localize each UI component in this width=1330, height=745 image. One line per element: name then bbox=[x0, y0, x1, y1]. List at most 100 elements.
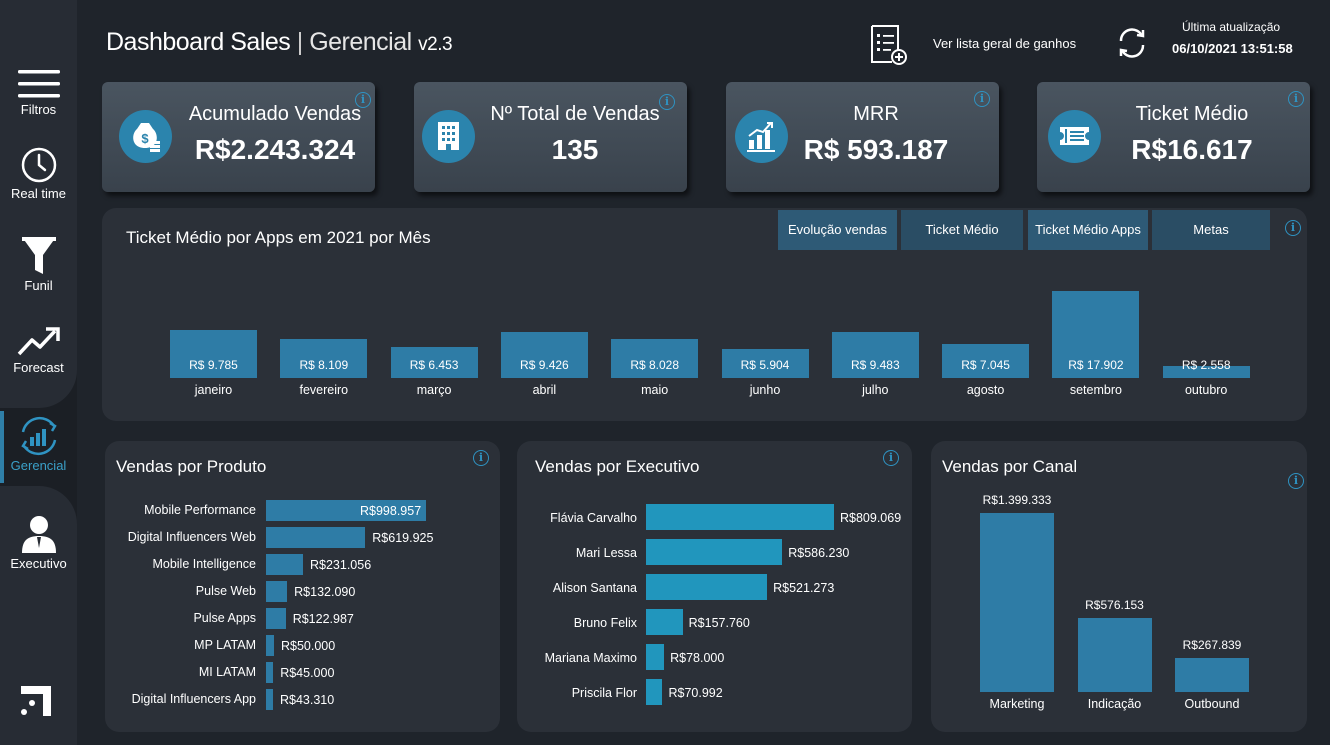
executivo-chart-title: Vendas por Executivo bbox=[535, 457, 700, 476]
active-indicator bbox=[0, 411, 4, 483]
bar-abril bbox=[500, 332, 588, 378]
kpi-value: 135 bbox=[551, 134, 599, 165]
list-add-icon[interactable] bbox=[868, 24, 908, 66]
title-main: Dashboard Sales bbox=[106, 28, 291, 56]
brand-logo-icon bbox=[21, 686, 51, 716]
bar-MP LATAM bbox=[266, 635, 274, 656]
monthly-chart-title: Ticket Médio por Apps em 2021 por Mês bbox=[126, 228, 431, 247]
info-icon[interactable]: i bbox=[355, 92, 371, 108]
kpi-label: Nº Total de Vendas bbox=[490, 103, 660, 125]
businessman-icon bbox=[21, 516, 56, 553]
bar-outubro bbox=[1162, 365, 1250, 378]
bar-value-label: R$ 7.045 bbox=[961, 358, 1010, 372]
growth-chart-icon bbox=[735, 110, 788, 163]
category-label: Priscila Flor bbox=[571, 686, 637, 700]
vendas-produto-panel bbox=[105, 441, 500, 732]
category-label: Pulse Web bbox=[195, 584, 256, 598]
category-label: MP LATAM bbox=[194, 638, 256, 652]
category-label: outubro bbox=[1184, 383, 1228, 397]
kpi-label: Ticket Médio bbox=[1135, 103, 1249, 125]
kpi-value: R$ 593.187 bbox=[803, 134, 949, 165]
category-label: Mari Lessa bbox=[575, 546, 637, 560]
refresh-icon[interactable] bbox=[1116, 27, 1148, 59]
bar-Digital Influencers App bbox=[266, 689, 273, 710]
sidebar-item-label: Forecast bbox=[13, 360, 64, 375]
bar-value-label: R$ 9.426 bbox=[520, 358, 569, 372]
sidebar-item-funil[interactable]: Funil bbox=[0, 236, 77, 293]
bar-Mobile Performance bbox=[266, 500, 426, 521]
sidebar-item-label: Filtros bbox=[20, 102, 57, 117]
category-label: Flávia Carvalho bbox=[550, 511, 637, 525]
kpi-card-ticket-medio: Ticket Médio R$16.617 i bbox=[1037, 82, 1310, 192]
bar-value-label: R$586.230 bbox=[788, 546, 850, 560]
trend-up-icon bbox=[17, 327, 60, 356]
bar-Pulse Apps bbox=[266, 608, 286, 629]
bar-value-label: R$576.153 bbox=[1085, 598, 1144, 613]
info-icon[interactable]: i bbox=[659, 94, 675, 110]
bar-março bbox=[390, 346, 478, 378]
bar-setembro bbox=[1052, 291, 1140, 378]
bar-value-label: R$157.760 bbox=[688, 616, 750, 630]
clock-icon bbox=[21, 147, 56, 183]
bar-Outbound bbox=[1175, 657, 1249, 692]
money-bag-icon: $ bbox=[119, 110, 172, 163]
bar-julho bbox=[831, 331, 919, 378]
info-icon[interactable]: i bbox=[1288, 473, 1304, 489]
category-label: Alison Santana bbox=[552, 581, 637, 595]
bar-value-label: R$ 2.558 bbox=[1181, 358, 1231, 372]
last-update-value: 06/10/2021 13:51:58 bbox=[1172, 41, 1293, 56]
bar-value-label: R$1.399.333 bbox=[982, 493, 1052, 507]
sidebar-nav-top bbox=[0, 0, 77, 408]
sidebar-item-gerencial[interactable]: Gerencial bbox=[0, 416, 77, 473]
bar-Digital Influencers Web bbox=[266, 527, 366, 548]
category-label: julho bbox=[862, 383, 889, 397]
category-label: Indicação bbox=[1087, 697, 1142, 711]
bar-Priscila Flor bbox=[646, 679, 663, 705]
bar-Mari Lessa bbox=[646, 539, 783, 565]
bar-value-label: R$70.992 bbox=[668, 686, 723, 700]
ticket-icon bbox=[1048, 110, 1101, 163]
tab-metas[interactable]: Metas bbox=[1152, 210, 1270, 250]
funnel-icon bbox=[21, 237, 56, 274]
tab-ticket-medio-apps[interactable]: Ticket Médio Apps bbox=[1028, 210, 1148, 250]
kpi-card-acumulado-vendas: $ Acumulado Vendas R$2.243.324 i bbox=[102, 82, 375, 192]
sidebar-item-forecast[interactable]: Forecast bbox=[0, 324, 77, 375]
list-gains-link[interactable]: Ver lista geral de ganhos bbox=[933, 36, 1077, 51]
category-label: Digital Influencers Web bbox=[127, 530, 256, 544]
category-label: Digital Influencers App bbox=[131, 692, 256, 706]
info-icon[interactable]: i bbox=[1288, 91, 1304, 107]
title-sub: Gerencial bbox=[309, 28, 412, 56]
bar-value-label: R$619.925 bbox=[372, 531, 434, 545]
kpi-label: MRR bbox=[853, 103, 899, 125]
bar-value-label: R$998.957 bbox=[360, 504, 422, 518]
bar-Alison Santana bbox=[646, 574, 768, 600]
info-icon[interactable]: i bbox=[974, 91, 990, 107]
svg-text:$: $ bbox=[141, 131, 149, 146]
bar-value-label: R$ 5.904 bbox=[740, 358, 790, 372]
title-separator: | bbox=[296, 28, 304, 56]
category-label: março bbox=[416, 383, 452, 397]
tab-ticket-medio[interactable]: Ticket Médio bbox=[901, 210, 1023, 250]
bar-Pulse Web bbox=[266, 581, 288, 602]
sidebar-item-filtros[interactable]: Filtros bbox=[0, 68, 77, 117]
info-icon[interactable]: i bbox=[473, 450, 489, 466]
bar-value-label: R$45.000 bbox=[280, 666, 335, 680]
bar-Bruno Felix bbox=[646, 609, 683, 635]
produto-chart-title: Vendas por Produto bbox=[116, 457, 267, 476]
bar-janeiro bbox=[170, 330, 257, 378]
bar-maio bbox=[611, 338, 699, 378]
category-label: maio bbox=[641, 383, 669, 397]
category-label: Bruno Felix bbox=[573, 616, 637, 630]
info-icon[interactable]: i bbox=[1285, 220, 1301, 236]
bar-agosto bbox=[942, 343, 1030, 378]
info-icon[interactable]: i bbox=[883, 450, 899, 466]
sidebar-item-real-time[interactable]: Real time bbox=[0, 146, 77, 201]
sidebar-item-executivo[interactable]: Executivo bbox=[0, 514, 77, 571]
chart-refresh-icon bbox=[20, 416, 57, 456]
tab-evolucao-vendas[interactable]: Evolução vendas bbox=[778, 210, 897, 250]
category-label: setembro bbox=[1069, 383, 1122, 397]
bar-value-label: R$231.056 bbox=[310, 558, 372, 572]
page-title: Dashboard Sales | Gerencial v2.3 bbox=[106, 28, 453, 57]
category-label: fevereiro bbox=[299, 383, 349, 397]
